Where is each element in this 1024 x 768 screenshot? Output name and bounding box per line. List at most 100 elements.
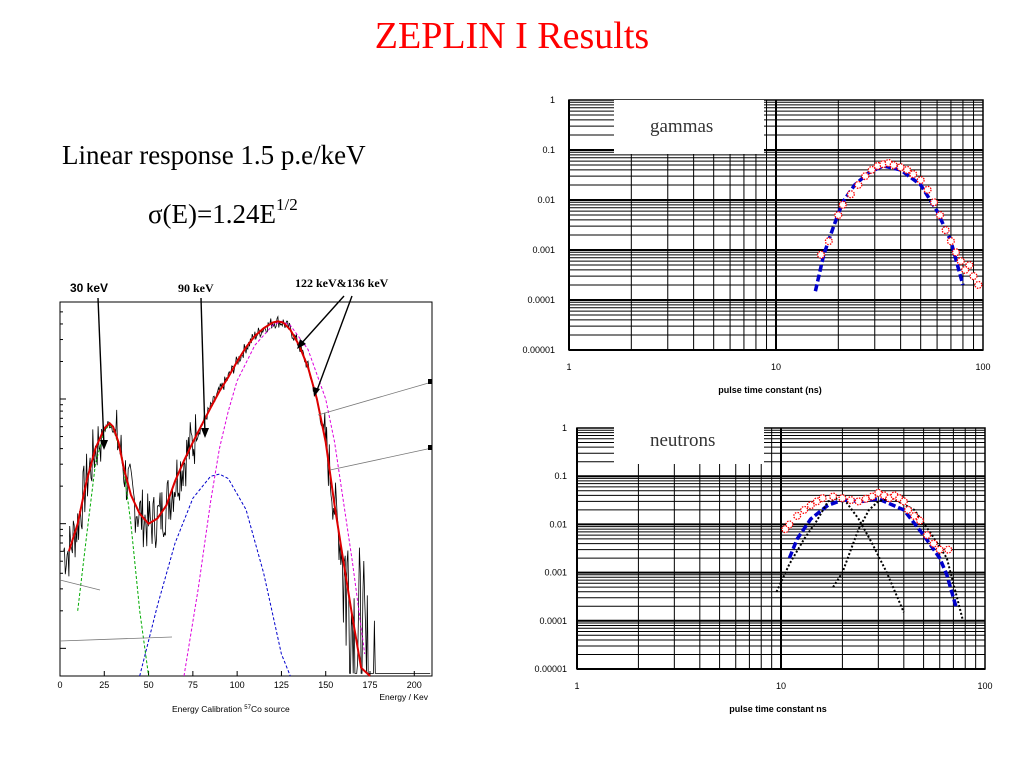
caption-isotope: Co source [251,704,290,714]
neutrons-data-point [800,505,809,514]
gammas-data-point [903,165,912,174]
neutrons-data-point [899,497,908,506]
gammas-data-point [961,265,970,274]
caption-main: Energy Calibration [172,704,244,714]
gammas-data-point [909,170,918,179]
gammas-y-tick-label: 1 [550,95,555,105]
arrow-head-30kev [100,440,108,450]
gammas-data-point [834,211,843,220]
spectrum-fit-component [77,424,150,677]
neutrons-grid [576,427,986,670]
neutrons-data-point [785,520,794,529]
callout-line-left-2 [59,636,173,642]
gammas-data-point [816,250,826,259]
gammas-data-point [946,237,955,246]
gammas-legend: gammas [650,116,713,137]
gammas-y-tick-label: 0.00001 [522,345,555,355]
neutrons-data-point [838,494,847,503]
gammas-data-point [824,237,833,246]
gammas-data-point [846,190,855,199]
neutrons-data-point [915,516,925,525]
slide-title: ZEPLIN I Results [374,15,650,57]
arrow-head-136kev [313,387,320,397]
gammas-data-point [838,200,847,209]
neutrons-chart: neutrons 1 0.1 0.01 0.001 0.0001 0.00001 1 10 10… [534,423,992,714]
neutrons-y-tick-label: 0.01 [549,519,567,529]
spectrum-x-tick-label: 75 [188,680,198,690]
callout-marker-right-1 [428,379,432,384]
neutrons-data-point [910,511,919,520]
neutrons-data-point [806,501,815,510]
gammas-y-tick-label: 0.001 [532,245,555,255]
energy-spectrum-chart: 0 25 50 75 100 125 150 175 200 30 keV 90 keV 122… [57,276,433,714]
neutrons-data-point [781,525,790,534]
callout-line-right-2 [329,447,433,471]
spectrum-x-axis-label: Energy / Kev [379,692,428,702]
gammas-data-point [974,280,983,289]
neutrons-data-point [929,539,938,548]
spectrum-x-tick-label: 25 [99,680,109,690]
neutrons-x-axis-label: pulse time constant ns [729,704,827,714]
spectrum-x-ticks: 0 25 50 75 100 125 150 175 200 [57,671,422,690]
annotation-90kev: 90 keV [178,281,214,295]
neutrons-y-tick-label: 0.1 [554,471,567,481]
spectrum-x-tick-label: 125 [274,680,289,690]
gammas-grid [568,99,984,351]
neutrons-series [775,488,964,622]
gammas-data-point [861,172,870,181]
gammas-y-tick-label: 0.1 [542,145,555,155]
neutrons-x-tick-label: 1 [574,681,579,691]
spectrum-fit-component [139,473,291,677]
gammas-data-point [956,257,965,266]
neutrons-data-point [846,496,855,505]
arrow-head-122kev [297,339,306,349]
spectrum-x-tick-label: 0 [57,680,62,690]
spectrum-caption: Energy Calibration 57Co source [172,704,290,714]
spectrum-x-tick-label: 100 [230,680,245,690]
gammas-data-point [929,198,939,207]
arrow-122kev [299,295,345,346]
gammas-data-point [941,226,950,235]
spectrum-x-tick-label: 200 [407,680,422,690]
spectrum-fit-component [183,320,366,677]
gammas-tick-labels: 1 0.1 0.01 0.001 0.0001 0.00001 1 10 100 [522,95,990,372]
neutrons-data-point [829,492,838,501]
neutrons-y-tick-label: 0.001 [544,568,567,578]
gammas-x-tick-label: 10 [771,362,781,372]
gammas-data-point [965,261,974,270]
spectrum-x-tick-label: 150 [318,680,333,690]
caption-isotope-mass: 57 [244,705,251,711]
arrow-90kev [200,297,206,435]
annotation-arrows [97,295,353,447]
gammas-data-point [951,248,960,257]
gammas-data-point [854,180,863,189]
neutrons-data-point [935,545,944,554]
callout-line-left-1 [59,579,101,591]
spectrum-y-ticks [60,301,66,649]
annotation-122-136kev: 122 keV&136 keV [295,276,389,290]
gammas-data-point [923,185,932,194]
linear-response-text: Linear response 1.5 p.e/keV [62,140,366,170]
gammas-data-point [867,165,876,174]
neutrons-y-tick-label: 0.00001 [534,664,567,674]
neutrons-data-point [861,494,870,503]
neutrons-legend-box [614,424,764,464]
resolution-formula: σ(E)=1.24E1/2 [148,195,298,230]
spectrum-x-tick-label: 50 [144,680,154,690]
arrow-heads [100,339,320,450]
gammas-y-tick-label: 0.01 [537,195,555,205]
gammas-data-point [896,163,905,172]
neutrons-x-tick-label: 10 [776,681,786,691]
annotation-30kev: 30 keV [70,281,108,295]
neutrons-legend: neutrons [650,430,715,451]
gammas-data-point [916,176,925,185]
neutrons-data-point [874,488,883,497]
gammas-x-tick-label: 100 [975,362,990,372]
neutrons-y-tick-label: 1 [562,423,567,433]
neutrons-fit-line [787,496,958,607]
gammas-x-tick-label: 1 [566,362,571,372]
neutrons-data-point [944,545,953,554]
gammas-legend-box [614,100,764,154]
neutrons-tick-labels: 1 0.1 0.01 0.001 0.0001 0.00001 1 10 100 [534,423,992,691]
